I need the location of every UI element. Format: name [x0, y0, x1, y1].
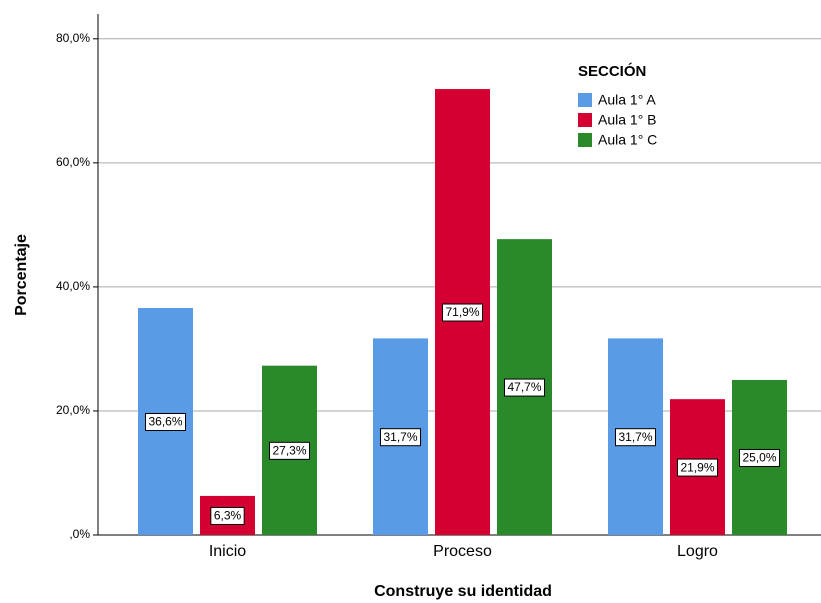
legend-title: SECCIÓN: [578, 62, 646, 80]
value-label-box: [268, 441, 311, 460]
x-tick-label: Inicio: [209, 543, 246, 560]
y-tick-label: 40,0%: [56, 279, 90, 293]
value-label-box: [210, 506, 245, 525]
value-label-box: [144, 412, 187, 431]
y-axis-label: Porcentaje: [13, 234, 30, 316]
y-tick-label: 20,0%: [56, 403, 90, 417]
value-label: 27,3%: [272, 444, 306, 458]
y-tick-label: ,0%: [69, 527, 90, 541]
legend-label: Aula 1° B: [598, 112, 657, 128]
value-label: 36,6%: [148, 415, 182, 429]
value-label: 31,7%: [383, 430, 417, 444]
legend-swatch: [578, 113, 592, 127]
value-label: 6,3%: [214, 509, 242, 523]
y-tick-label: 60,0%: [56, 155, 90, 169]
value-label-box: [503, 378, 546, 397]
value-label-box: [441, 303, 484, 322]
value-label-box: [738, 448, 781, 467]
value-label-box: [676, 458, 719, 477]
legend-label: Aula 1° A: [598, 92, 656, 108]
x-axis-label: Construye su identidad: [374, 583, 552, 600]
x-tick-label: Logro: [677, 543, 718, 560]
value-label: 25,0%: [742, 451, 776, 465]
value-label: 21,9%: [680, 460, 714, 474]
value-label: 47,7%: [507, 380, 541, 394]
x-tick-label: Proceso: [433, 543, 492, 560]
value-label: 31,7%: [618, 430, 652, 444]
legend-swatch: [578, 133, 592, 147]
legend-swatch: [578, 93, 592, 107]
legend-label: Aula 1° C: [598, 132, 657, 148]
y-tick-label: 80,0%: [56, 31, 90, 45]
value-label-box: [614, 428, 657, 447]
value-label: 71,9%: [445, 305, 479, 319]
value-label-box: [379, 428, 422, 447]
